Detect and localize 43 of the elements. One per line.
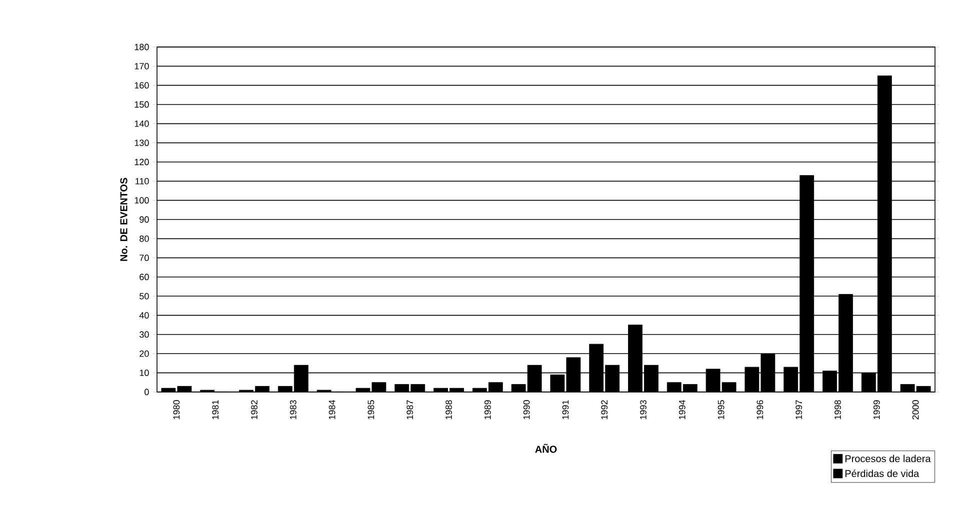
x-tick-label: 1999 <box>873 400 880 420</box>
x-tick-label: 1996 <box>756 400 764 420</box>
x-tick-label: 1984 <box>328 400 336 420</box>
y-tick-label: 60 <box>140 274 149 280</box>
y-tick-label: 130 <box>134 140 149 146</box>
y-tick-label: 50 <box>140 292 149 300</box>
legend-label: Procesos de ladera <box>845 454 931 462</box>
x-tick-label: 1982 <box>251 400 258 420</box>
x-tick-label: 1997 <box>796 400 802 420</box>
y-tick-label: 170 <box>134 62 149 70</box>
x-tick-label: 1991 <box>562 400 569 420</box>
legend-label: Pérdidas de vida <box>845 470 920 478</box>
y-tick-label: 10 <box>140 370 149 376</box>
x-tick-label: 1987 <box>406 400 414 420</box>
y-tick-label: 100 <box>134 197 149 204</box>
x-tick-label: 1989 <box>484 400 491 420</box>
y-tick-label: 80 <box>140 235 149 242</box>
y-axis-title: No. DE EVENTOS <box>120 178 128 261</box>
y-tick-label: 20 <box>140 350 149 357</box>
x-tick-label: 1981 <box>212 400 219 420</box>
y-tick-label: 180 <box>134 44 149 50</box>
x-tick-label: 1994 <box>678 400 686 420</box>
x-axis-title: AÑO <box>535 444 557 453</box>
y-tick-label: 120 <box>134 158 149 166</box>
y-tick-label: 70 <box>140 254 149 262</box>
x-tick-label: 1988 <box>446 400 452 420</box>
y-tick-label: 110 <box>136 178 149 184</box>
x-tick-label: 1983 <box>290 400 296 420</box>
x-tick-label: 2000 <box>912 400 919 420</box>
y-tick-label: 160 <box>134 82 149 89</box>
x-tick-label: 1985 <box>368 400 374 420</box>
x-tick-label: 1995 <box>718 400 724 420</box>
x-tick-label: 1993 <box>640 400 646 420</box>
x-tick-label: 1990 <box>523 400 530 420</box>
y-tick-label: 0 <box>144 388 149 396</box>
y-tick-label: 140 <box>134 120 149 127</box>
y-tick-label: 40 <box>139 312 149 319</box>
y-tick-label: 150 <box>134 101 149 108</box>
x-tick-label: 1998 <box>834 400 841 420</box>
x-tick-label: 1992 <box>601 400 608 420</box>
y-tick-label: 90 <box>140 216 149 223</box>
x-tick-label: 1980 <box>173 400 180 420</box>
y-tick-label: 30 <box>140 331 149 338</box>
